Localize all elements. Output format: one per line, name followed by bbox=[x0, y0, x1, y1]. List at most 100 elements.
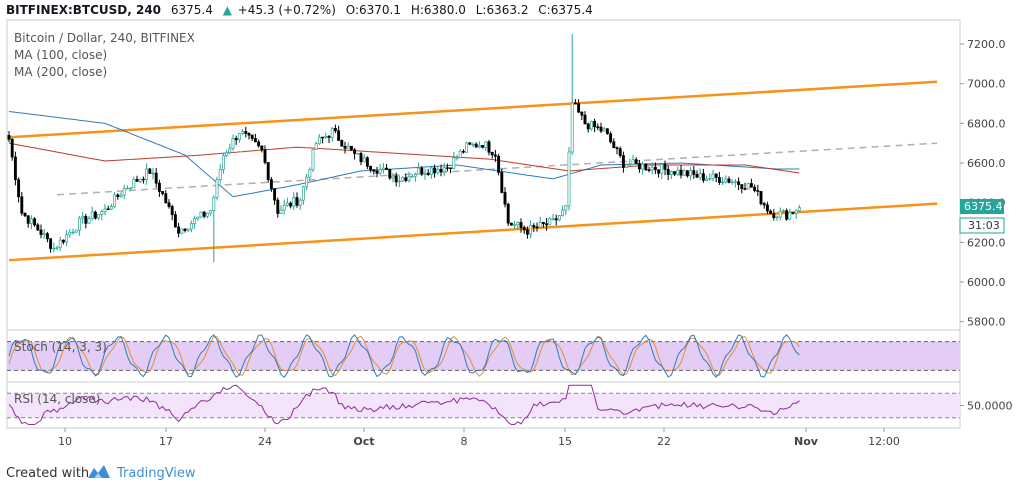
rsi-series-line[interactable] bbox=[8, 384, 800, 425]
candle-body bbox=[724, 178, 728, 183]
tradingview-logo-icon[interactable] bbox=[88, 465, 110, 478]
candle-body bbox=[381, 167, 385, 170]
candle-body bbox=[93, 211, 97, 219]
candle-body bbox=[465, 142, 469, 153]
legend-title[interactable]: Bitcoin / Dollar, 240, BITFINEX bbox=[14, 31, 195, 45]
candle-body bbox=[458, 151, 462, 158]
legend-ma100[interactable]: MA (100, close) bbox=[14, 48, 107, 62]
ma100-line[interactable] bbox=[8, 111, 800, 198]
candle-body bbox=[689, 170, 693, 177]
candle-body bbox=[596, 126, 600, 128]
rsi-line bbox=[8, 384, 800, 425]
candle-body bbox=[74, 229, 78, 233]
candle-body bbox=[551, 218, 555, 220]
rsi-label[interactable]: RSI (14, close) bbox=[14, 392, 100, 406]
candle-body bbox=[177, 226, 181, 234]
candle-body bbox=[106, 208, 110, 211]
candle-body bbox=[90, 211, 94, 219]
candle-body bbox=[257, 141, 261, 147]
candle-body bbox=[103, 208, 107, 212]
legend-ma200[interactable]: MA (200, close) bbox=[14, 65, 107, 79]
candle-body bbox=[247, 133, 251, 136]
header-change: +45.3 (+0.72%) bbox=[238, 3, 336, 17]
candle-body bbox=[241, 131, 245, 134]
header-up-arrow: ▲ bbox=[223, 3, 233, 17]
candle-body bbox=[769, 210, 773, 215]
candle-body bbox=[727, 178, 731, 183]
candle-body bbox=[109, 206, 113, 210]
header-last: 6375.4 bbox=[171, 3, 213, 17]
candle-body bbox=[180, 228, 184, 234]
time-tick-label: Oct bbox=[353, 435, 374, 448]
footer-brand[interactable]: TradingView bbox=[116, 466, 196, 481]
countdown-badge-text: 31:03 bbox=[968, 219, 1000, 232]
candle-body bbox=[423, 173, 427, 175]
candle-body bbox=[791, 212, 795, 214]
candle-body bbox=[509, 222, 513, 226]
channel-upper-line[interactable] bbox=[8, 80, 938, 139]
time-tick-label: 10 bbox=[58, 435, 72, 448]
candle-body bbox=[631, 159, 635, 165]
candle-body bbox=[612, 141, 616, 149]
rsi-band-fill bbox=[7, 393, 960, 418]
candle-body bbox=[129, 187, 133, 189]
time-tick-label: Nov bbox=[794, 435, 819, 448]
candle-body bbox=[625, 164, 629, 168]
candle-body bbox=[330, 128, 334, 138]
candle-body bbox=[234, 138, 238, 141]
candle-body bbox=[717, 177, 721, 183]
candle-body bbox=[205, 212, 209, 217]
header-h-value: 6380.0 bbox=[424, 3, 466, 17]
candle-body bbox=[669, 171, 673, 175]
candle-body bbox=[231, 138, 235, 149]
candle-body bbox=[189, 223, 193, 230]
candle-body bbox=[45, 233, 49, 240]
candle-body bbox=[557, 215, 561, 221]
candle-body bbox=[746, 183, 750, 190]
candle-body bbox=[737, 181, 741, 185]
candle-body bbox=[660, 164, 664, 174]
candle-body bbox=[116, 194, 120, 197]
candle-body bbox=[71, 231, 75, 234]
stoch-k-line[interactable] bbox=[8, 334, 800, 378]
candle-body bbox=[276, 199, 280, 214]
candle-body bbox=[301, 186, 305, 201]
candle-body bbox=[452, 157, 456, 169]
candle-body bbox=[759, 191, 763, 204]
candle-body bbox=[593, 120, 597, 128]
stoch-d-line[interactable] bbox=[8, 335, 800, 377]
candle-body bbox=[586, 123, 590, 130]
candle-body bbox=[781, 210, 785, 212]
candle-body bbox=[605, 128, 609, 135]
header-l-label: L: bbox=[476, 3, 487, 17]
candle-body bbox=[506, 203, 510, 224]
time-tick-label: 12:00 bbox=[868, 435, 900, 448]
channel-lines bbox=[8, 80, 938, 262]
candle-body bbox=[548, 218, 552, 226]
candle-body bbox=[285, 202, 289, 206]
candle-body bbox=[314, 143, 318, 150]
channel-mid-line[interactable] bbox=[56, 142, 938, 196]
candle-body bbox=[228, 147, 232, 154]
candle-body bbox=[599, 126, 603, 132]
candle-body bbox=[209, 210, 213, 214]
candle-body bbox=[561, 209, 565, 216]
ma200-line[interactable] bbox=[8, 142, 800, 174]
stoch-label[interactable]: Stoch (14, 3, 3) bbox=[14, 340, 107, 354]
candle-body bbox=[343, 145, 347, 149]
candle-body bbox=[138, 178, 142, 182]
time-tick-label: 8 bbox=[461, 435, 468, 448]
header-l-value: 6363.2 bbox=[486, 3, 528, 17]
candle-body bbox=[538, 222, 542, 228]
candle-body bbox=[125, 187, 129, 190]
candle-body bbox=[298, 199, 302, 206]
candle-body bbox=[391, 175, 395, 179]
channel-lower-line[interactable] bbox=[8, 202, 938, 262]
candle-body bbox=[577, 103, 581, 113]
candle-body bbox=[321, 136, 325, 139]
candle-body bbox=[369, 165, 373, 170]
candle-body bbox=[564, 205, 568, 211]
candle-body bbox=[100, 211, 104, 215]
time-axis[interactable]: 10 17 24 Oct 8 15 22 Nov 12:00 bbox=[58, 428, 900, 448]
